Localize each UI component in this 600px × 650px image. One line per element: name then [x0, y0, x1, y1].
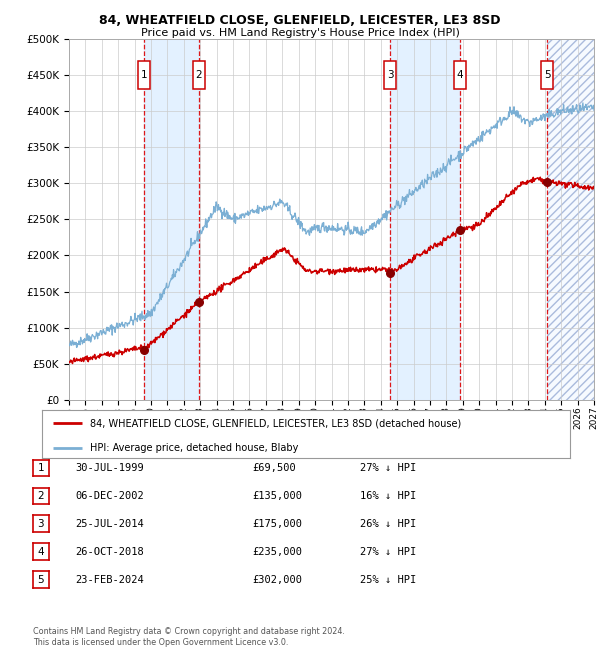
Text: 4: 4 [457, 70, 463, 80]
Text: 26-OCT-2018: 26-OCT-2018 [75, 547, 144, 557]
Text: 23-FEB-2024: 23-FEB-2024 [75, 575, 144, 585]
Text: 84, WHEATFIELD CLOSE, GLENFIELD, LEICESTER, LE3 8SD (detached house): 84, WHEATFIELD CLOSE, GLENFIELD, LEICEST… [89, 418, 461, 428]
FancyBboxPatch shape [138, 61, 150, 89]
Text: 25-JUL-2014: 25-JUL-2014 [75, 519, 144, 529]
Text: £302,000: £302,000 [252, 575, 302, 585]
Text: 1: 1 [37, 463, 44, 473]
FancyBboxPatch shape [384, 61, 397, 89]
Text: 3: 3 [387, 70, 394, 80]
Text: 06-DEC-2002: 06-DEC-2002 [75, 491, 144, 501]
Text: £69,500: £69,500 [252, 463, 296, 473]
Bar [547, 39, 594, 400]
Text: 1: 1 [141, 70, 148, 80]
Text: 5: 5 [37, 575, 44, 585]
Text: 3: 3 [37, 519, 44, 529]
Bar [547, 39, 594, 400]
Text: 2: 2 [196, 70, 202, 80]
FancyBboxPatch shape [193, 61, 205, 89]
Text: HPI: Average price, detached house, Blaby: HPI: Average price, detached house, Blab… [89, 443, 298, 452]
Text: 27% ↓ HPI: 27% ↓ HPI [360, 547, 416, 557]
Bar [390, 39, 460, 400]
Text: 16% ↓ HPI: 16% ↓ HPI [360, 491, 416, 501]
Text: £175,000: £175,000 [252, 519, 302, 529]
Text: 84, WHEATFIELD CLOSE, GLENFIELD, LEICESTER, LE3 8SD: 84, WHEATFIELD CLOSE, GLENFIELD, LEICEST… [99, 14, 501, 27]
Text: 26% ↓ HPI: 26% ↓ HPI [360, 519, 416, 529]
Text: Contains HM Land Registry data © Crown copyright and database right 2024.
This d: Contains HM Land Registry data © Crown c… [33, 627, 345, 647]
Text: 2: 2 [37, 491, 44, 501]
Text: Price paid vs. HM Land Registry's House Price Index (HPI): Price paid vs. HM Land Registry's House … [140, 28, 460, 38]
Text: 30-JUL-1999: 30-JUL-1999 [75, 463, 144, 473]
Text: 27% ↓ HPI: 27% ↓ HPI [360, 463, 416, 473]
FancyBboxPatch shape [454, 61, 466, 89]
Text: £135,000: £135,000 [252, 491, 302, 501]
Text: 5: 5 [544, 70, 551, 80]
Text: 25% ↓ HPI: 25% ↓ HPI [360, 575, 416, 585]
FancyBboxPatch shape [541, 61, 553, 89]
Bar [144, 39, 199, 400]
Text: 4: 4 [37, 547, 44, 557]
Text: £235,000: £235,000 [252, 547, 302, 557]
